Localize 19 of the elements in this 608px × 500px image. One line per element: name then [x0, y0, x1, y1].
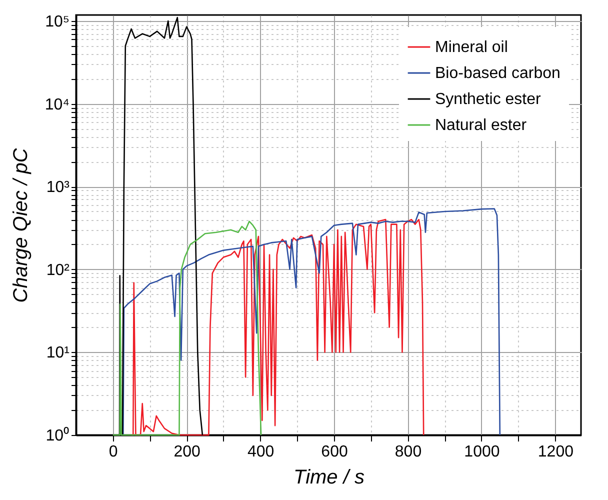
y-tick-label: 10³ — [46, 179, 70, 196]
x-axis-title: Time / s — [294, 466, 364, 488]
x-tick-label: 1000 — [464, 444, 500, 460]
y-tick-label: 10² — [46, 262, 70, 279]
x-tick-label: 1200 — [538, 444, 574, 460]
x-tick-label: 800 — [394, 444, 422, 460]
legend-label: Bio-based carbon — [435, 65, 560, 82]
legend-label: Mineral oil — [435, 39, 508, 56]
legend-label: Synthetic ester — [435, 91, 542, 108]
legend-label: Natural ester — [435, 117, 528, 134]
y-tick-label: 10¹ — [46, 344, 70, 362]
x-tick-label: 200 — [174, 444, 201, 460]
y-tick-label: 10⁰ — [46, 426, 70, 444]
x-tick-label: 600 — [321, 444, 348, 460]
y-tick-label: 10⁴ — [44, 96, 70, 114]
y-axis-title: Charge Qiec / pC — [10, 148, 32, 303]
y-tick-label: 10⁵ — [45, 13, 70, 30]
x-tick-label: 400 — [247, 444, 274, 460]
x-tick-label: 0 — [108, 444, 118, 460]
